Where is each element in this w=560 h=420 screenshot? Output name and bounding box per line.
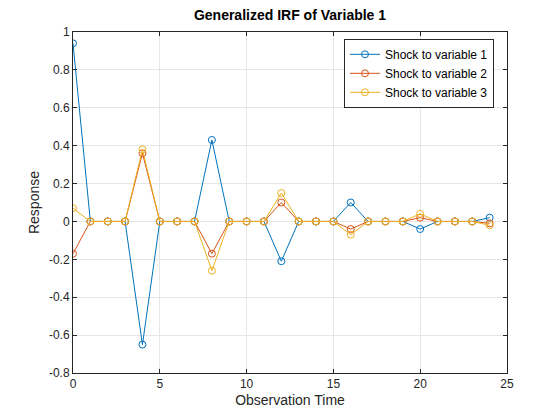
svg-text:Shock to variable 2: Shock to variable 2 xyxy=(385,67,487,81)
svg-text:0.6: 0.6 xyxy=(53,101,70,115)
svg-text:-0.4: -0.4 xyxy=(49,290,70,304)
svg-text:0.2: 0.2 xyxy=(53,177,70,191)
svg-text:10: 10 xyxy=(240,377,254,391)
svg-text:-0.8: -0.8 xyxy=(49,366,70,380)
svg-text:0.8: 0.8 xyxy=(53,63,70,77)
svg-text:-0.6: -0.6 xyxy=(49,328,70,342)
svg-text:Observation Time: Observation Time xyxy=(235,392,345,408)
svg-text:Response: Response xyxy=(26,171,42,234)
svg-text:Shock to variable 3: Shock to variable 3 xyxy=(385,86,487,100)
svg-text:0.4: 0.4 xyxy=(53,139,70,153)
svg-text:1: 1 xyxy=(63,25,70,39)
svg-text:25: 25 xyxy=(500,377,514,391)
svg-text:-0.2: -0.2 xyxy=(49,253,70,267)
svg-text:Shock to variable 1: Shock to variable 1 xyxy=(385,48,487,62)
svg-text:15: 15 xyxy=(327,377,341,391)
svg-text:0: 0 xyxy=(63,215,70,229)
svg-text:5: 5 xyxy=(156,377,163,391)
svg-text:Generalized IRF of Variable 1: Generalized IRF of Variable 1 xyxy=(194,7,386,23)
svg-text:0: 0 xyxy=(70,377,77,391)
svg-text:20: 20 xyxy=(414,377,428,391)
